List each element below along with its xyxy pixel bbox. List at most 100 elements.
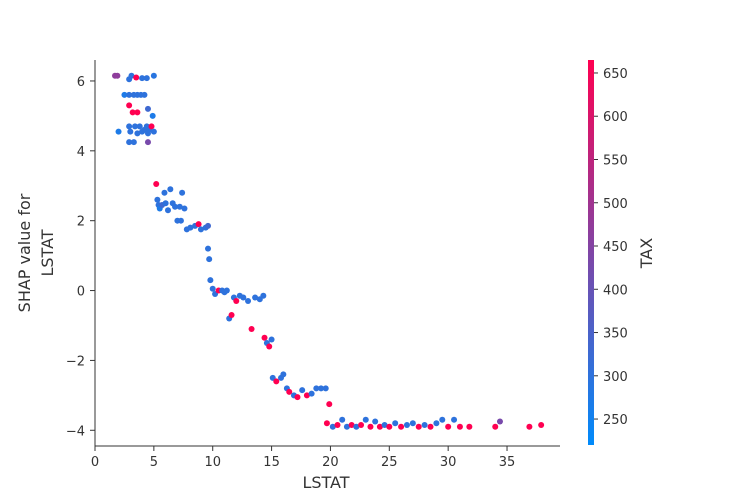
scatter-point xyxy=(409,420,416,427)
scatter-point xyxy=(150,128,157,135)
scatter-point xyxy=(144,105,151,112)
colorbar-label: TAX xyxy=(637,238,656,269)
scatter-point xyxy=(195,221,202,228)
scatter-point xyxy=(205,245,212,252)
scatter-point xyxy=(303,392,310,399)
scatter-point xyxy=(266,343,273,350)
scatter-point xyxy=(445,423,452,430)
scatter-point xyxy=(343,423,350,430)
x-tick-label: 10 xyxy=(204,455,221,470)
scatter-point xyxy=(398,423,405,430)
scatter-point xyxy=(268,336,275,343)
scatter-point xyxy=(141,91,148,98)
scatter-point xyxy=(207,277,214,284)
x-tick-label: 30 xyxy=(440,455,457,470)
scatter-point xyxy=(526,423,533,430)
scatter-point xyxy=(121,91,128,98)
scatter-point xyxy=(154,196,161,203)
scatter-point xyxy=(376,423,383,430)
scatter-point xyxy=(134,130,141,137)
colorbar-tick-label: 400 xyxy=(603,283,628,298)
scatter-point xyxy=(126,102,133,109)
scatter-point xyxy=(329,423,336,430)
scatter-point xyxy=(280,371,287,378)
scatter-point xyxy=(323,420,330,427)
colorbar-tick-label: 450 xyxy=(603,240,628,255)
scatter-point xyxy=(421,422,428,429)
scatter-point xyxy=(153,181,160,188)
x-tick-label: 25 xyxy=(381,455,398,470)
scatter-point xyxy=(206,256,213,263)
scatter-point xyxy=(126,139,133,146)
scatter-point xyxy=(129,109,136,116)
scatter-point xyxy=(132,123,139,130)
scatter-point xyxy=(187,224,194,231)
scatter-point xyxy=(294,394,301,401)
scatter-point xyxy=(209,285,216,292)
scatter-point xyxy=(466,423,473,430)
scatter-point xyxy=(362,416,369,423)
scatter-point xyxy=(456,423,463,430)
colorbar xyxy=(588,60,594,445)
scatter-point xyxy=(403,422,410,429)
scatter-point xyxy=(143,75,150,82)
scatter-point xyxy=(181,205,188,212)
scatter-point xyxy=(127,128,134,135)
scatter-point xyxy=(334,422,341,429)
scatter-point xyxy=(223,287,230,294)
y-axis-label-line-2: LSTAT xyxy=(38,229,57,276)
scatter-point xyxy=(176,203,183,210)
scatter-point xyxy=(392,420,399,427)
scatter-point xyxy=(245,298,252,305)
scatter-point xyxy=(260,292,267,299)
y-tick-label: 6 xyxy=(77,75,85,90)
scatter-point xyxy=(439,416,446,423)
scatter-point xyxy=(136,123,143,130)
colorbar-tick-label: 600 xyxy=(603,110,628,125)
y-tick-label: −4 xyxy=(66,424,85,439)
scatter-point xyxy=(299,387,306,394)
scatter-point xyxy=(172,203,179,210)
scatter-point xyxy=(492,423,499,430)
scatter-point xyxy=(372,418,379,425)
scatter-point xyxy=(322,385,329,392)
scatter-point xyxy=(358,422,365,429)
scatter-point xyxy=(353,423,360,430)
scatter-points xyxy=(112,72,545,430)
scatter-point xyxy=(115,128,122,135)
scatter-point xyxy=(318,385,325,392)
y-axis-ticks: −4 −2 0 2 4 6 xyxy=(66,75,95,439)
scatter-point xyxy=(126,91,133,98)
y-tick-label: 2 xyxy=(77,215,85,230)
scatter-point xyxy=(228,312,235,319)
scatter-point xyxy=(233,298,240,305)
scatter-point xyxy=(538,422,545,429)
scatter-point xyxy=(177,217,184,224)
scatter-point xyxy=(415,423,422,430)
scatter-point xyxy=(114,72,121,79)
x-tick-label: 0 xyxy=(91,455,99,470)
scatter-point xyxy=(139,75,146,82)
scatter-point xyxy=(205,222,212,229)
scatter-point xyxy=(144,139,151,146)
scatter-point xyxy=(326,401,333,408)
scatter-point xyxy=(126,123,133,130)
scatter-point xyxy=(150,72,157,79)
scatter-point xyxy=(179,189,186,196)
colorbar-tick-label: 550 xyxy=(603,153,628,168)
scatter-point xyxy=(308,390,315,397)
colorbar-tick-label: 350 xyxy=(603,327,628,342)
scatter-point xyxy=(433,420,440,427)
colorbar-tick-label: 500 xyxy=(603,197,628,212)
y-axis-label-line-1: SHAP value for xyxy=(15,193,34,312)
scatter-point xyxy=(134,109,141,116)
y-tick-label: −2 xyxy=(66,354,85,369)
scatter-point xyxy=(128,72,135,79)
scatter-point xyxy=(167,186,174,193)
scatter-point xyxy=(348,422,355,429)
scatter-point xyxy=(339,416,346,423)
colorbar-tick-label: 250 xyxy=(603,413,628,428)
y-tick-label: 4 xyxy=(77,145,85,160)
